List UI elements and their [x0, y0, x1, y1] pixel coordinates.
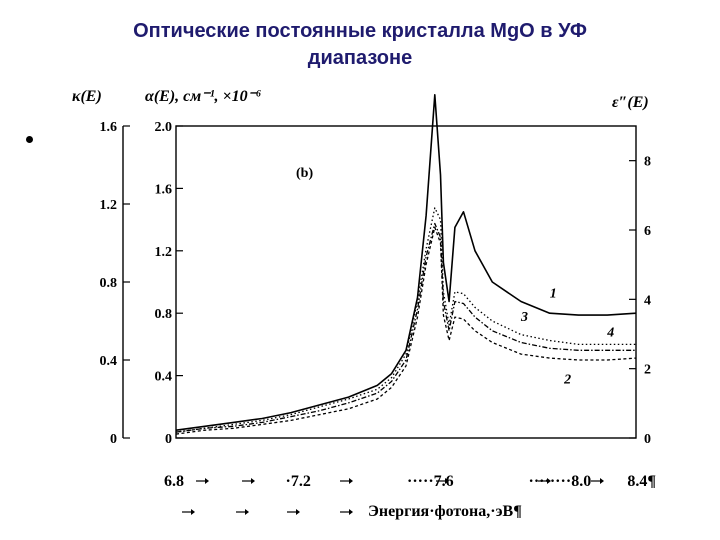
- tab-arrow-icon: [591, 478, 604, 484]
- series-label-4: 4: [606, 326, 614, 341]
- title-line-1: Оптические постоянные кристалла MgO в УФ: [133, 20, 587, 42]
- series-line-1: [175, 94, 637, 431]
- plot-frame: [175, 125, 637, 439]
- tab-arrow-icon: [340, 509, 353, 515]
- alpha-tick-label: 0: [165, 432, 172, 447]
- alpha-tick-label: 1.6: [155, 182, 173, 197]
- alpha-axis-label: α(E), см⁻¹, ×10⁻⁶: [145, 88, 262, 105]
- eps2-tick-label: 4: [644, 293, 651, 308]
- series-label-2: 2: [563, 372, 571, 387]
- series-label-3: 3: [520, 310, 528, 325]
- kappa-axis-label: κ(E): [72, 88, 102, 105]
- x-tick-label: 6.8: [164, 473, 184, 490]
- tab-arrow-icon: [242, 478, 255, 484]
- kappa-tick-label: 0.8: [100, 276, 118, 291]
- series-line-3: [175, 207, 636, 433]
- kappa-tick-label: 1.2: [100, 198, 118, 213]
- alpha-tick-label: 0.8: [155, 307, 173, 322]
- kappa-tick-label: 0.4: [100, 354, 118, 369]
- alpha-tick-label: 0.4: [155, 370, 173, 385]
- series-label-1: 1: [550, 287, 557, 302]
- kappa-tick-label: 0: [110, 432, 117, 447]
- bullet-marker: [26, 136, 33, 143]
- tab-arrow-icon: [287, 509, 300, 515]
- alpha-tick-label: 1.2: [155, 245, 173, 260]
- x-axis-label: Энергия·фотона,·эВ¶: [368, 503, 522, 520]
- series-line-4: [175, 222, 636, 433]
- tab-arrow-icon: [538, 478, 551, 484]
- eps2-tick-label: 8: [644, 155, 651, 170]
- eps2-tick-label: 0: [644, 432, 651, 447]
- x-tick-label: 8.4¶: [627, 473, 656, 490]
- tab-arrow-icon: [436, 478, 449, 484]
- series-line-2: [175, 226, 637, 435]
- x-tick-label: ·····7.6: [407, 473, 454, 490]
- tab-arrow-icon: [340, 478, 353, 484]
- title-line-2: диапазоне: [307, 47, 413, 69]
- eps2-tick-label: 2: [644, 363, 651, 378]
- eps2-tick-label: 6: [644, 224, 651, 239]
- x-tick-label: ·7.2: [286, 473, 311, 490]
- eps2-axis-label: ε″(E): [612, 94, 649, 111]
- kappa-tick-label: 1.6: [100, 120, 118, 135]
- x-tick-label: ········8.0: [529, 473, 592, 490]
- page-title: Оптические постоянные кристалла MgO в УФ…: [0, 18, 720, 72]
- alpha-tick-label: 2.0: [155, 120, 173, 135]
- tab-arrow-icon: [236, 509, 249, 515]
- tab-arrow-icon: [182, 509, 195, 515]
- tab-arrow-icon: [196, 478, 209, 484]
- panel-label: (b): [296, 166, 313, 181]
